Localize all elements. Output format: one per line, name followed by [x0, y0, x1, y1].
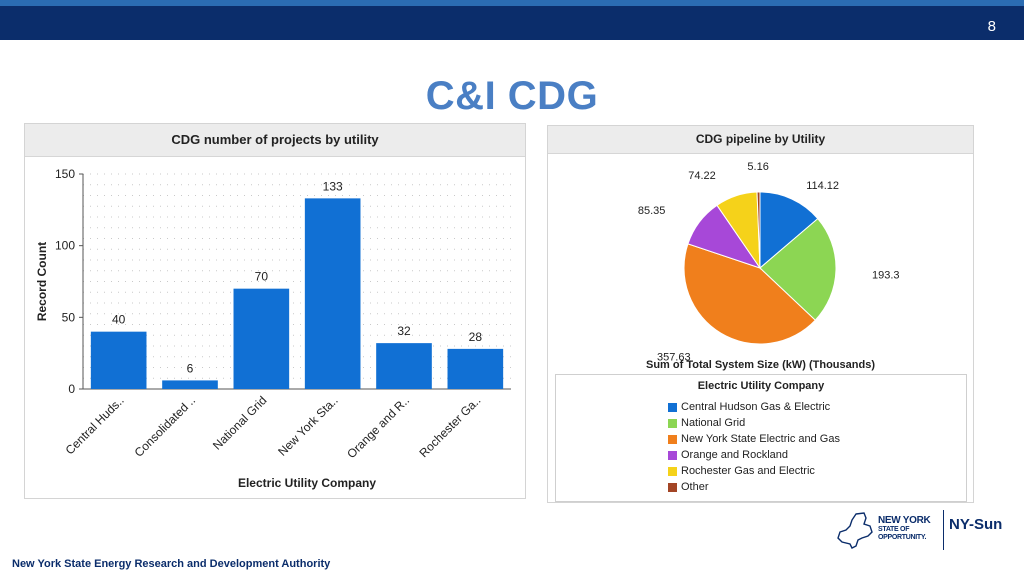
- x-axis-label: Electric Utility Company: [238, 476, 376, 490]
- bar-value-label: 6: [187, 361, 194, 375]
- legend-item[interactable]: Orange and Rockland: [668, 447, 840, 463]
- legend-item[interactable]: Rochester Gas and Electric: [668, 463, 840, 479]
- legend-item[interactable]: National Grid: [668, 415, 840, 431]
- logo-line-new-york: NEW YORK: [878, 515, 931, 526]
- logo-wordmark: NEW YORK STATE OF OPPORTUNITY.: [878, 515, 931, 542]
- legend-swatch: [668, 450, 677, 460]
- pie-measure-label: Sum of Total System Size (kW) (Thousands…: [646, 359, 875, 371]
- legend-item[interactable]: Other: [668, 479, 840, 495]
- logo-line-state-of: STATE OF: [878, 526, 910, 533]
- pie-value-label: 74.22: [688, 170, 716, 182]
- pie-chart-title: CDG pipeline by Utility: [548, 126, 973, 154]
- x-tick-label: Central Huds..: [63, 393, 127, 457]
- legend-list: Central Hudson Gas & Electric National Gr…: [668, 399, 840, 495]
- legend-item[interactable]: Central Hudson Gas & Electric: [668, 399, 840, 415]
- bar[interactable]: [233, 288, 290, 389]
- bar-chart: 0 50 100 150 Record Count 40 Central Huds.. 6 Co…: [35, 167, 511, 490]
- pie-value-label: 193.3: [872, 269, 900, 281]
- pie-value-label: 114.12: [806, 180, 839, 192]
- slide-title: C&I CDG: [425, 74, 599, 118]
- legend-title: Electric Utility Company: [697, 380, 825, 392]
- legend-item[interactable]: New York State Electric and Gas: [668, 431, 840, 447]
- pie-value-label: 5.16: [747, 161, 768, 173]
- bar-chart-panel: CDG number of projects by utility 0 50 100…: [24, 123, 526, 499]
- y-tick-label: 100: [55, 239, 75, 253]
- x-tick-label: Consolidated ..: [132, 393, 199, 460]
- legend-label: Central Hudson Gas & Electric: [681, 401, 831, 413]
- x-tick-label: National Grid: [210, 393, 269, 452]
- logo-line-opportunity: OPPORTUNITY.: [878, 534, 927, 541]
- pie-slice[interactable]: [756, 191, 761, 269]
- y-tick-label: 50: [62, 310, 76, 324]
- pie-chart-panel: CDG pipeline by Utility 114.12 193.3 357.6…: [547, 125, 974, 503]
- x-tick-label: Orange and R..: [344, 393, 412, 461]
- pie-slice[interactable]: [759, 191, 819, 270]
- bar[interactable]: [304, 198, 361, 389]
- legend-swatch: [668, 434, 677, 444]
- legend-label: New York State Electric and Gas: [681, 433, 840, 445]
- page-number: 8: [987, 18, 996, 35]
- bar[interactable]: [90, 331, 147, 389]
- bar-value-label: 28: [469, 330, 483, 344]
- bar-value-label: 32: [397, 324, 411, 338]
- pie-value-label: 357.63: [657, 351, 691, 363]
- new-york-state-map-icon: [837, 512, 873, 549]
- legend-label: Rochester Gas and Electric: [681, 465, 815, 477]
- y-tick-label: 0: [68, 382, 75, 396]
- x-tick-label: Rochester Ga..: [416, 393, 483, 460]
- bar-value-label: 70: [255, 270, 269, 284]
- pie-chart: 114.12 193.3 357.63 85.35 74.22 5.16: [638, 161, 900, 363]
- bar[interactable]: [376, 343, 432, 389]
- legend-label: Other: [681, 481, 709, 493]
- pie-value-label: 85.35: [638, 205, 666, 217]
- y-axis-label: Record Count: [35, 242, 49, 321]
- pie-slice[interactable]: [683, 243, 816, 345]
- top-bar: [0, 6, 1024, 40]
- x-tick-label: New York Sta..: [275, 393, 341, 459]
- legend-swatch: [668, 482, 677, 492]
- legend-swatch: [668, 466, 677, 476]
- logo-divider: [943, 510, 944, 550]
- legend-swatch: [668, 418, 677, 428]
- bar[interactable]: [162, 380, 218, 389]
- top-stripe: [0, 0, 1024, 6]
- footer-organization: New York State Energy Research and Devel…: [12, 558, 331, 570]
- pie-slice[interactable]: [759, 217, 837, 321]
- bar-chart-title: CDG number of projects by utility: [25, 124, 525, 157]
- bar-value-label: 40: [112, 313, 126, 327]
- pie-legend: Electric Utility Company Central Hudson …: [555, 374, 967, 502]
- legend-label: Orange and Rockland: [681, 449, 789, 461]
- legend-swatch: [668, 402, 677, 412]
- bar[interactable]: [447, 348, 504, 389]
- nysun-logo: NEW YORK STATE OF OPPORTUNITY. NY-Sun: [836, 506, 1016, 554]
- legend-label: National Grid: [681, 417, 746, 429]
- bar-value-label: 133: [323, 179, 343, 193]
- y-tick-label: 150: [55, 167, 75, 181]
- logo-nysun: NY-Sun: [949, 516, 1003, 533]
